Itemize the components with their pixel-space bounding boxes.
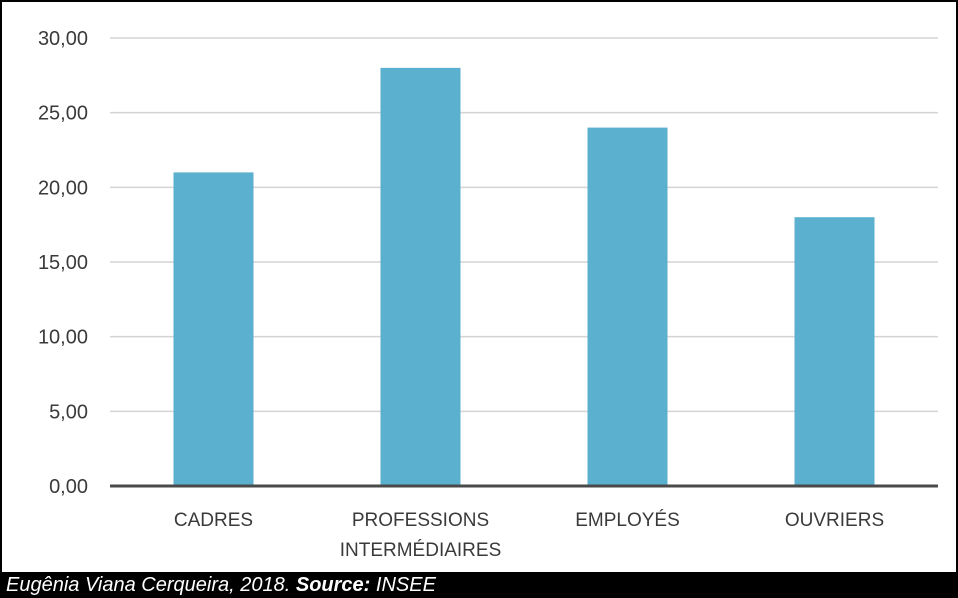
bar bbox=[380, 67, 461, 486]
caption-source-label: Source: bbox=[295, 574, 371, 596]
y-tick-label: 30,00 bbox=[38, 28, 88, 50]
x-tick-label: PROFESSIONS bbox=[352, 510, 489, 531]
caption-author: Eugênia Viana Cerqueira, 2018. bbox=[6, 574, 291, 596]
y-tick-label: 10,00 bbox=[38, 327, 88, 349]
bar-chart: 0,00 5,00 10,00 15,00 20,00 25,00 30,00 CADRES P… bbox=[38, 28, 938, 561]
bar bbox=[173, 172, 254, 486]
bar bbox=[794, 217, 875, 486]
y-tick-label: 20,00 bbox=[38, 177, 88, 199]
bar bbox=[587, 127, 668, 486]
y-tick-label: 5,00 bbox=[49, 401, 88, 423]
y-tick-label: 0,00 bbox=[49, 476, 88, 498]
y-tick-label: 25,00 bbox=[38, 103, 88, 125]
y-tick-label: 15,00 bbox=[38, 252, 88, 274]
x-tick-label: OUVRIERS bbox=[785, 510, 884, 531]
x-tick-label: CADRES bbox=[174, 510, 253, 531]
caption: Eugênia Viana Cerqueira, 2018. Source: I… bbox=[0, 572, 958, 598]
x-tick-label: INTERMÉDIAIRES bbox=[340, 540, 502, 561]
caption-source: INSEE bbox=[375, 574, 436, 596]
x-tick-label: EMPLOYÉS bbox=[575, 510, 680, 531]
